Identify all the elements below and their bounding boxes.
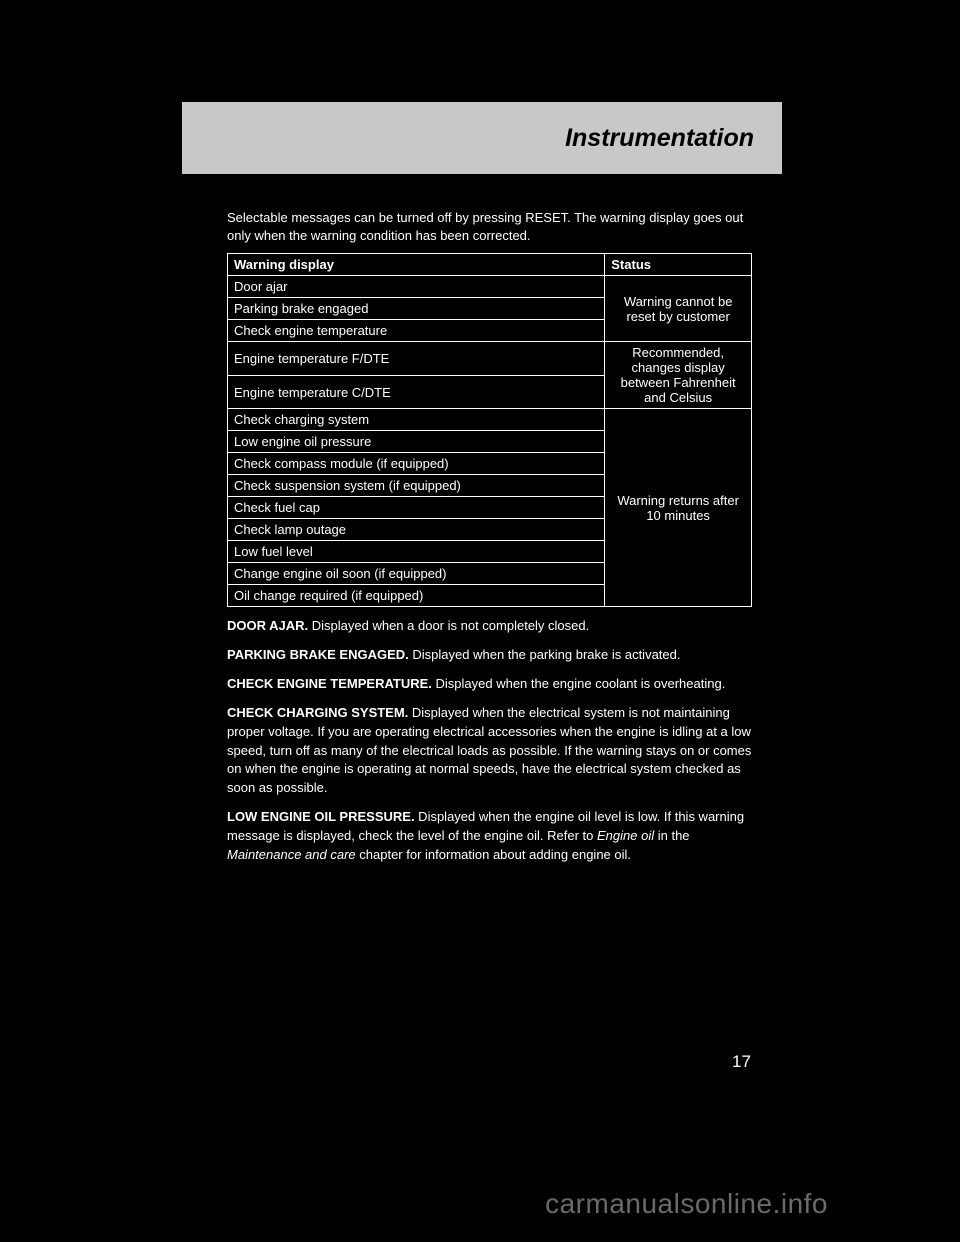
content-area: Selectable messages can be turned off by… xyxy=(182,174,782,865)
engine-temp-label: CHECK ENGINE TEMPERATURE. xyxy=(227,676,432,691)
oil-pressure-label: LOW ENGINE OIL PRESSURE. xyxy=(227,809,415,824)
oil-ref-italic1: Engine oil xyxy=(597,828,654,843)
warning-cell: Door ajar xyxy=(228,276,605,298)
warning-cell: Check charging system xyxy=(228,409,605,431)
oil-ref-rest2: chapter for information about adding eng… xyxy=(356,847,631,862)
header-bar: Instrumentation xyxy=(182,102,782,174)
warning-cell: Check engine temperature xyxy=(228,320,605,342)
page-number: 17 xyxy=(732,1052,751,1072)
status-cell: Warning cannot be reset by customer xyxy=(605,276,752,342)
warning-cell: Engine temperature C/DTE xyxy=(228,375,605,409)
status-cell: Warning returns after 10 minutes xyxy=(605,409,752,607)
warning-cell: Low engine oil pressure xyxy=(228,431,605,453)
oil-ref-italic2: Maintenance and care xyxy=(227,847,356,862)
warning-cell: Change engine oil soon (if equipped) xyxy=(228,563,605,585)
parking-brake-label: PARKING BRAKE ENGAGED. xyxy=(227,647,409,662)
status-cell: Recommended, changes display between Fah… xyxy=(605,342,752,409)
charging-paragraph: CHECK CHARGING SYSTEM. Displayed when th… xyxy=(227,704,752,798)
warning-cell: Parking brake engaged xyxy=(228,298,605,320)
warning-cell: Oil change required (if equipped) xyxy=(228,585,605,607)
parking-brake-text: Displayed when the parking brake is acti… xyxy=(409,647,681,662)
charging-label: CHECK CHARGING SYSTEM. xyxy=(227,705,408,720)
engine-temp-text: Displayed when the engine coolant is ove… xyxy=(432,676,725,691)
door-ajar-text: Displayed when a door is not completely … xyxy=(308,618,589,633)
engine-temp-paragraph: CHECK ENGINE TEMPERATURE. Displayed when… xyxy=(227,675,752,694)
warning-table: Warning display Status Door ajar Warning… xyxy=(227,253,752,607)
warning-cell: Low fuel level xyxy=(228,541,605,563)
oil-pressure-paragraph: LOW ENGINE OIL PRESSURE. Displayed when … xyxy=(227,808,752,865)
parking-brake-paragraph: PARKING BRAKE ENGAGED. Displayed when th… xyxy=(227,646,752,665)
warning-cell: Check compass module (if equipped) xyxy=(228,453,605,475)
warning-cell: Check lamp outage xyxy=(228,519,605,541)
table-row: Engine temperature F/DTE Recommended, ch… xyxy=(228,342,752,376)
page-title: Instrumentation xyxy=(565,124,754,153)
col-header-warning: Warning display xyxy=(228,254,605,276)
warning-cell: Engine temperature F/DTE xyxy=(228,342,605,376)
col-header-status: Status xyxy=(605,254,752,276)
warning-cell: Check fuel cap xyxy=(228,497,605,519)
table-row: Door ajar Warning cannot be reset by cus… xyxy=(228,276,752,298)
table-row: Check charging system Warning returns af… xyxy=(228,409,752,431)
door-ajar-label: DOOR AJAR. xyxy=(227,618,308,633)
table-header-row: Warning display Status xyxy=(228,254,752,276)
warning-cell: Check suspension system (if equipped) xyxy=(228,475,605,497)
watermark-text: carmanualsonline.info xyxy=(545,1188,828,1220)
intro-text: Selectable messages can be turned off by… xyxy=(227,209,752,245)
oil-ref-rest1: in the xyxy=(654,828,689,843)
door-ajar-paragraph: DOOR AJAR. Displayed when a door is not … xyxy=(227,617,752,636)
